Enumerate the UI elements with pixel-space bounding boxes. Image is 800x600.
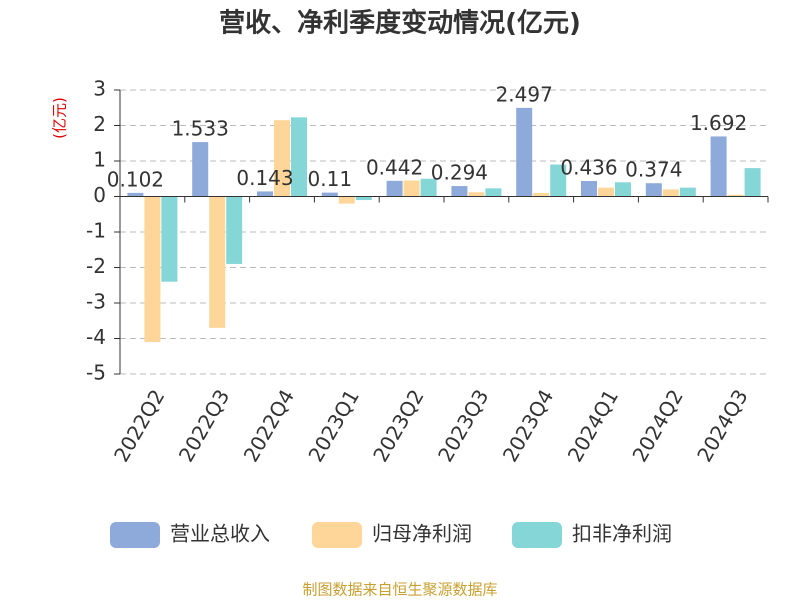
bar bbox=[386, 180, 403, 197]
y-tick-label: 3 bbox=[93, 77, 106, 101]
bar bbox=[533, 192, 550, 197]
data-label: 0.442 bbox=[366, 155, 423, 179]
source-note: 制图数据来自恒生聚源数据库 bbox=[302, 581, 497, 599]
legend-label: 营业总收入 bbox=[170, 522, 270, 546]
x-tick-label: 2022Q4 bbox=[239, 385, 299, 466]
x-tick-label: 2024Q1 bbox=[563, 385, 623, 466]
data-label: 0.436 bbox=[560, 156, 617, 180]
bar bbox=[274, 120, 290, 197]
y-tick-label: 1 bbox=[93, 148, 106, 172]
x-tick-label: 2022Q3 bbox=[174, 385, 234, 466]
bar bbox=[226, 196, 243, 264]
y-tick-label: 2 bbox=[93, 112, 106, 136]
y-tick-label: -4 bbox=[86, 325, 106, 349]
data-label: 2.497 bbox=[496, 82, 553, 106]
bar bbox=[144, 196, 161, 343]
y-axis-label: (亿元) bbox=[51, 97, 69, 139]
y-tick-label: -1 bbox=[86, 219, 106, 243]
y-tick-label: -5 bbox=[86, 361, 106, 385]
bar bbox=[161, 196, 178, 282]
bar bbox=[468, 192, 485, 197]
bar bbox=[727, 194, 744, 197]
data-label: 0.102 bbox=[107, 167, 164, 191]
bar bbox=[615, 182, 631, 197]
x-tick-label: 2024Q2 bbox=[627, 385, 687, 466]
data-label: 0.11 bbox=[308, 167, 353, 191]
x-tick-label: 2023Q4 bbox=[498, 385, 558, 466]
bar bbox=[550, 164, 567, 197]
bar bbox=[581, 181, 597, 197]
bar bbox=[192, 142, 209, 197]
data-label: 0.294 bbox=[431, 161, 488, 185]
bar bbox=[645, 183, 662, 197]
x-tick-label: 2023Q2 bbox=[368, 385, 428, 466]
legend-swatch bbox=[512, 522, 562, 548]
bar bbox=[598, 187, 614, 197]
bar bbox=[403, 180, 420, 197]
y-tick-label: -3 bbox=[86, 290, 106, 314]
legend-swatch bbox=[312, 522, 362, 548]
x-tick-label: 2022Q2 bbox=[109, 385, 169, 466]
data-label: 1.533 bbox=[172, 117, 229, 141]
x-tick-label: 2024Q3 bbox=[692, 385, 752, 466]
bar bbox=[744, 168, 761, 197]
bar bbox=[679, 187, 696, 197]
bar bbox=[420, 178, 437, 197]
data-label: 0.374 bbox=[625, 158, 682, 182]
y-tick-label: -2 bbox=[86, 254, 106, 278]
chart-title: 营收、净利季度变动情况(亿元) bbox=[219, 8, 581, 39]
bar bbox=[257, 191, 273, 197]
y-tick-label: 0 bbox=[93, 183, 106, 207]
bar bbox=[127, 192, 144, 197]
bar bbox=[209, 196, 226, 328]
bar bbox=[451, 186, 468, 197]
legend-label: 扣非净利润 bbox=[572, 522, 672, 546]
bar bbox=[291, 117, 307, 197]
x-tick-label: 2023Q1 bbox=[303, 385, 363, 466]
bar bbox=[662, 189, 679, 197]
data-label: 1.692 bbox=[690, 111, 747, 135]
legend-swatch bbox=[110, 522, 160, 548]
bar bbox=[516, 107, 533, 197]
bar bbox=[355, 196, 372, 201]
data-label: 0.143 bbox=[236, 166, 293, 190]
legend-label: 归母净利润 bbox=[372, 522, 472, 546]
bar bbox=[321, 192, 338, 197]
bar bbox=[710, 136, 727, 197]
x-tick-label: 2023Q3 bbox=[433, 385, 493, 466]
bar bbox=[485, 188, 502, 197]
bar bbox=[338, 196, 355, 204]
